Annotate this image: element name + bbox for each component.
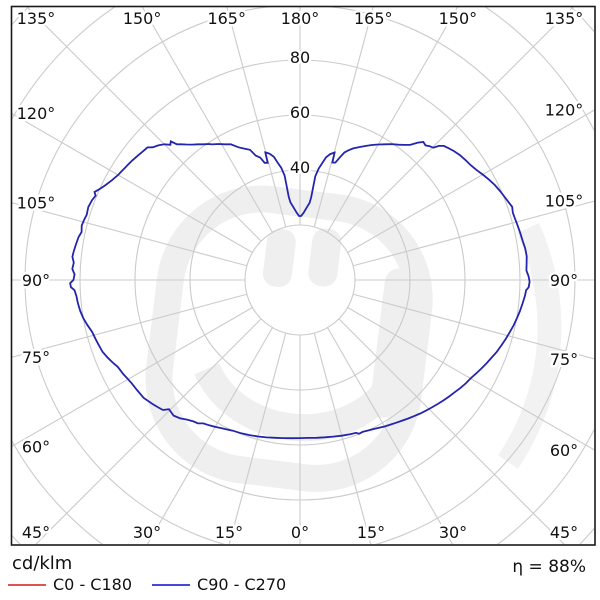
- angle-label-30-left: 30°: [439, 523, 467, 542]
- angle-label-105-left: 105°: [545, 192, 584, 211]
- grid-spoke-240: [12, 113, 253, 253]
- angle-label-90-left: 90°: [550, 271, 578, 290]
- unit-label: cd/klm: [12, 553, 73, 574]
- angle-label-0: 0°: [291, 523, 309, 542]
- grid-spoke-225: [26, 7, 262, 242]
- grid-spoke-330: [146, 327, 273, 544]
- radial-label-60: 60: [290, 103, 310, 122]
- angle-label-120-right: 120°: [17, 104, 56, 123]
- grid-spoke-255: [12, 202, 248, 267]
- angle-label-150-right: 150°: [123, 9, 162, 28]
- angle-label-135-right: 135°: [17, 9, 56, 28]
- angle-label-105-right: 105°: [17, 193, 56, 212]
- grid-spoke-300: [12, 307, 253, 447]
- angle-label-75-left: 75°: [550, 350, 578, 369]
- angle-label-165-left: 165°: [354, 9, 393, 28]
- efficiency-label: η = 88%: [512, 557, 586, 577]
- grid-spoke-120: [347, 109, 594, 253]
- angle-label-165-right: 165°: [207, 9, 246, 28]
- radial-label-80: 80: [290, 48, 310, 67]
- c90-c270-curve: [69, 140, 531, 440]
- grid-spoke-60: [347, 307, 594, 451]
- angle-label-135-left: 135°: [545, 9, 584, 28]
- grid-spoke-315: [35, 318, 262, 544]
- angle-label-90-right: 90°: [22, 271, 50, 290]
- grid-spoke-30: [327, 327, 454, 544]
- angle-label-75-right: 75°: [22, 348, 50, 367]
- grid-spoke-345: [228, 332, 287, 544]
- angle-label-60-left: 60°: [550, 441, 578, 460]
- grid-spoke-105: [352, 200, 594, 267]
- c90-c270-legend-swatch: [152, 583, 191, 586]
- grid-spoke-75: [352, 293, 594, 360]
- axis-labels: 0° 15° 15° 30° 30° 45° 45° 60° 60° 75° 75° 90° 90° 10…: [14, 6, 586, 544]
- watermark-logo: [145, 185, 562, 492]
- angle-label-60-right: 60°: [22, 437, 50, 456]
- grid-spoke-285: [12, 293, 248, 358]
- c90-c270-legend-label: C90 - C270: [197, 575, 287, 594]
- curves: [69, 140, 531, 440]
- angle-label-120-left: 120°: [545, 100, 584, 119]
- angle-label-150-left: 150°: [439, 9, 478, 28]
- angle-label-180: 180°: [281, 9, 320, 28]
- grid-spoke-210: [141, 7, 273, 233]
- angle-label-15-left: 15°: [357, 523, 385, 542]
- c0-c180-legend-label: C0 - C180: [53, 575, 133, 594]
- angle-label-45-right: 45°: [22, 523, 50, 542]
- angle-label-45-left: 45°: [550, 523, 578, 542]
- c0-c180-legend-swatch: [8, 583, 46, 586]
- grid-spoke-15: [313, 332, 372, 544]
- grid-spoke-135: [338, 7, 574, 242]
- radial-label-40: 40: [290, 158, 310, 177]
- grid-spoke-150: [327, 7, 459, 233]
- grid-spoke-45: [338, 318, 565, 544]
- legend: C0 - C180 C90 - C270: [8, 575, 286, 594]
- angle-label-30-right: 30°: [133, 523, 161, 542]
- plot-frame: [10, 5, 596, 546]
- angle-label-15-right: 15°: [215, 523, 243, 542]
